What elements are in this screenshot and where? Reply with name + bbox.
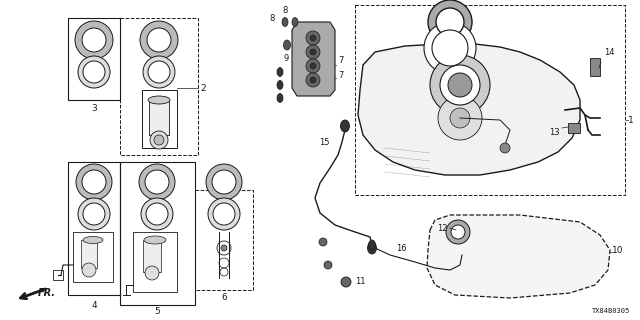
Circle shape <box>319 238 327 246</box>
Circle shape <box>306 59 320 73</box>
Text: 8: 8 <box>282 5 288 14</box>
Circle shape <box>310 77 316 83</box>
Ellipse shape <box>284 40 291 50</box>
Bar <box>68 18 120 100</box>
Bar <box>142 90 177 148</box>
Ellipse shape <box>144 236 166 244</box>
Circle shape <box>82 170 106 194</box>
Circle shape <box>440 65 480 105</box>
Text: FR.: FR. <box>38 288 56 298</box>
Circle shape <box>143 56 175 88</box>
Text: 7: 7 <box>338 70 344 79</box>
Circle shape <box>430 55 490 115</box>
Circle shape <box>140 21 178 59</box>
Text: 16: 16 <box>396 244 406 252</box>
Ellipse shape <box>292 18 298 27</box>
Circle shape <box>139 164 175 200</box>
Bar <box>120 162 195 305</box>
Ellipse shape <box>277 93 283 102</box>
Circle shape <box>310 35 316 41</box>
Circle shape <box>310 49 316 55</box>
Ellipse shape <box>340 120 349 132</box>
Circle shape <box>83 61 105 83</box>
Circle shape <box>306 31 320 45</box>
Ellipse shape <box>282 18 288 27</box>
Polygon shape <box>427 215 610 298</box>
Circle shape <box>141 198 173 230</box>
Circle shape <box>78 56 110 88</box>
Circle shape <box>432 30 468 66</box>
Bar <box>120 18 198 155</box>
Circle shape <box>324 261 332 269</box>
Circle shape <box>341 277 351 287</box>
Circle shape <box>208 198 240 230</box>
Circle shape <box>436 8 464 36</box>
Circle shape <box>428 0 472 44</box>
Text: 14: 14 <box>604 47 614 57</box>
Circle shape <box>154 135 164 145</box>
Circle shape <box>306 45 320 59</box>
Ellipse shape <box>277 68 283 76</box>
Circle shape <box>82 263 96 277</box>
Ellipse shape <box>369 240 376 250</box>
Circle shape <box>145 266 159 280</box>
Circle shape <box>150 131 168 149</box>
Circle shape <box>76 164 112 200</box>
Text: TX84B0305: TX84B0305 <box>592 308 630 314</box>
Circle shape <box>310 63 316 69</box>
Text: 5: 5 <box>154 308 160 316</box>
Circle shape <box>446 220 470 244</box>
Ellipse shape <box>83 236 103 244</box>
Circle shape <box>148 61 170 83</box>
Circle shape <box>451 225 465 239</box>
Bar <box>53 270 63 280</box>
Text: 13: 13 <box>549 127 560 137</box>
Circle shape <box>78 198 110 230</box>
Circle shape <box>221 245 227 251</box>
Bar <box>590 58 600 76</box>
Circle shape <box>82 28 106 52</box>
Circle shape <box>206 164 242 200</box>
Circle shape <box>75 21 113 59</box>
Bar <box>568 123 580 133</box>
Text: 1: 1 <box>628 116 634 124</box>
Circle shape <box>212 170 236 194</box>
Circle shape <box>448 73 472 97</box>
Text: 6: 6 <box>221 293 227 302</box>
Text: 12: 12 <box>438 223 448 233</box>
Text: 7: 7 <box>338 55 344 65</box>
Circle shape <box>147 28 171 52</box>
Text: 4: 4 <box>91 300 97 309</box>
Text: 8: 8 <box>269 13 275 22</box>
Polygon shape <box>358 44 580 175</box>
Bar <box>195 190 253 290</box>
Circle shape <box>145 170 169 194</box>
Bar <box>73 232 113 282</box>
Circle shape <box>438 96 482 140</box>
Ellipse shape <box>367 242 376 254</box>
Bar <box>149 100 169 135</box>
Text: 15: 15 <box>319 138 330 147</box>
Circle shape <box>306 73 320 87</box>
Text: 2: 2 <box>200 84 205 92</box>
Ellipse shape <box>148 96 170 104</box>
Bar <box>143 240 161 272</box>
Text: 11: 11 <box>355 277 365 286</box>
Text: 9: 9 <box>284 53 289 62</box>
Bar <box>133 232 177 292</box>
Circle shape <box>424 22 476 74</box>
Circle shape <box>500 143 510 153</box>
Circle shape <box>450 108 470 128</box>
Ellipse shape <box>277 81 283 90</box>
Circle shape <box>83 203 105 225</box>
Text: 3: 3 <box>91 103 97 113</box>
Polygon shape <box>292 22 335 96</box>
Circle shape <box>146 203 168 225</box>
Text: 10: 10 <box>612 245 623 254</box>
Bar <box>81 240 97 268</box>
Bar <box>68 162 120 295</box>
Bar <box>355 5 625 195</box>
Circle shape <box>213 203 235 225</box>
